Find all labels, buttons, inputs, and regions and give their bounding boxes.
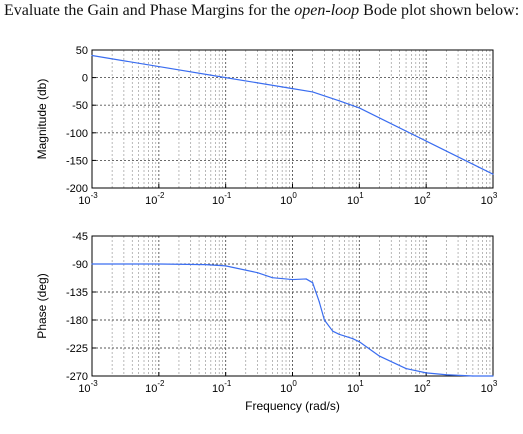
phase-data-point xyxy=(305,278,307,280)
phase-ytick-label: -225 xyxy=(66,343,88,355)
phase-data-point xyxy=(318,300,320,302)
magnitude-xtick-label: 103 xyxy=(481,191,498,207)
phase-data-point xyxy=(492,375,494,377)
phase-ytick-label: -45 xyxy=(72,231,88,243)
magnitude-ylabel: Magnitude (db) xyxy=(35,79,49,160)
magnitude-ytick-label: -100 xyxy=(66,128,88,140)
phase-ytick-label: -270 xyxy=(66,371,88,383)
phase-data-point xyxy=(312,282,314,284)
magnitude-xtick-label: 102 xyxy=(414,191,431,207)
phase-data-point xyxy=(204,264,207,266)
phase-data-point xyxy=(323,319,325,321)
question-text: Evaluate the Gain and Phase Margins for … xyxy=(4,2,523,20)
magnitude-data-point xyxy=(358,107,360,109)
magnitude-data-point xyxy=(158,65,160,68)
phase-data-point xyxy=(225,265,227,267)
magnitude-data-point xyxy=(291,88,294,90)
phase-data-point xyxy=(352,338,354,340)
phase-data-point xyxy=(332,330,334,332)
magnitude-ytick-label: 0 xyxy=(82,73,88,85)
question-suffix: Bode plot shown below: xyxy=(359,2,520,19)
magnitude-xtick-label: 10-3 xyxy=(78,191,98,207)
magnitude-xtick-label: 100 xyxy=(280,191,297,207)
phase-xtick-label: 10-1 xyxy=(212,379,232,395)
phase-data-point xyxy=(91,263,93,265)
magnitude-data-point xyxy=(338,100,340,102)
phase-data-point xyxy=(338,333,340,335)
phase-data-point xyxy=(256,272,259,274)
question-prefix: Evaluate the Gain and Phase Margins for … xyxy=(4,2,295,19)
phase-ytick-label: -135 xyxy=(66,287,88,299)
magnitude-ytick-label: -50 xyxy=(72,100,88,112)
phase-data-point xyxy=(405,367,407,370)
phase-data-point xyxy=(291,278,294,281)
phase-data-point xyxy=(271,277,273,279)
phase-xtick-label: 103 xyxy=(481,379,498,395)
magnitude-data-point xyxy=(312,91,314,93)
magnitude-xtick-label: 101 xyxy=(347,191,364,207)
phase-xtick-label: 10-3 xyxy=(78,379,98,395)
phase-data-point xyxy=(445,374,447,376)
phase-data-point xyxy=(358,341,360,343)
phase-data-point xyxy=(378,355,381,357)
magnitude-data-point xyxy=(91,54,93,57)
magnitude-grid xyxy=(92,50,493,188)
phase-xtick-label: 10-2 xyxy=(145,379,165,395)
magnitude-ytick-label: -200 xyxy=(66,183,88,195)
magnitude-data-point xyxy=(492,173,494,175)
magnitude-xtick-label: 10-2 xyxy=(145,191,165,207)
phase-xtick-label: 101 xyxy=(347,379,364,395)
phase-ytick-label: -90 xyxy=(72,259,88,271)
question-emphasis: open-loop xyxy=(294,2,360,19)
phase-xtick-label: 100 xyxy=(280,379,297,395)
phase-data-point xyxy=(158,263,160,265)
phase-data-point xyxy=(425,372,427,374)
phase-xtick-label: 102 xyxy=(414,379,431,395)
magnitude-xtick-label: 10-1 xyxy=(212,191,232,207)
phase-grid xyxy=(92,236,493,376)
phase-xlabel: Frequency (rad/s) xyxy=(245,399,340,413)
magnitude-data-point xyxy=(225,77,227,79)
magnitude-ytick-label: 50 xyxy=(76,45,88,57)
magnitude-ytick-label: -150 xyxy=(66,155,88,167)
phase-data-point xyxy=(472,375,474,377)
magnitude-data-point xyxy=(425,140,427,142)
phase-ylabel: Phase (deg) xyxy=(35,273,49,338)
phase-ytick-label: -180 xyxy=(66,315,88,327)
